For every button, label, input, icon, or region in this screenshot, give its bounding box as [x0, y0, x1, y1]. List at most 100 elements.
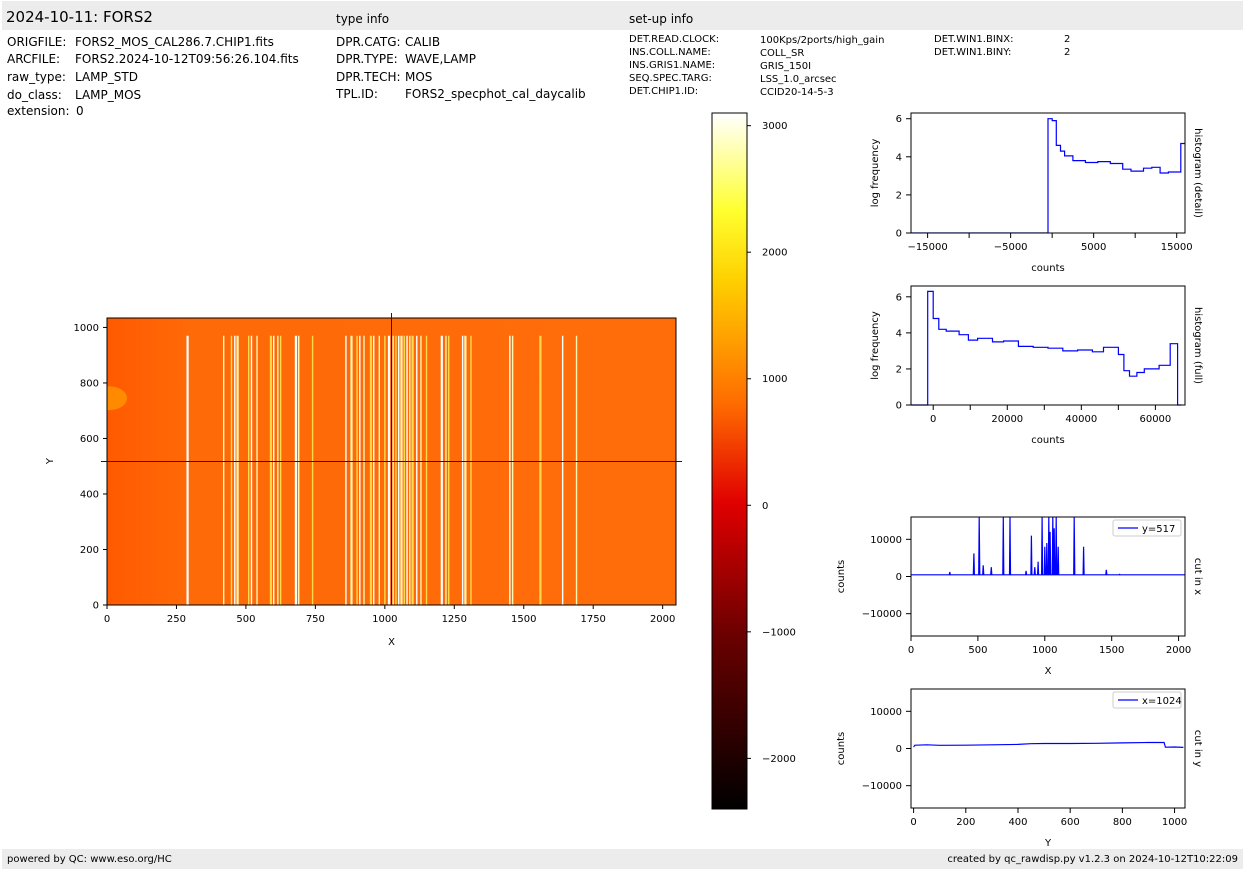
histogram-full-line: [911, 290, 1182, 406]
arc-line: [350, 335, 353, 605]
arc-line: [277, 335, 279, 605]
setup-info-value: COLL_SR: [760, 48, 805, 59]
cut-in-x-y-tick-label: 10000: [870, 535, 902, 546]
image-y-tick-label: 400: [80, 489, 99, 500]
histogram-detail-x-tick-label: −5000: [994, 242, 1028, 253]
arc-line: [445, 335, 447, 605]
footer-bar: [2, 849, 1243, 869]
histogram-detail-x-tick-label: −15000: [908, 242, 948, 253]
type-info-key: DPR.TECH:: [336, 70, 401, 84]
arc-line: [222, 335, 225, 605]
colorbar-tick-label: 2000: [762, 248, 787, 259]
arc-line: [311, 335, 314, 605]
image-glow: [107, 386, 127, 411]
arc-line: [440, 335, 443, 605]
arc-line: [398, 335, 400, 605]
arc-line: [575, 335, 578, 605]
cut-in-y-x-tick-label: 200: [956, 817, 975, 828]
arc-line: [425, 335, 428, 605]
image-y-tick-label: 200: [80, 545, 99, 556]
cut-in-y-x-tick-label: 800: [1113, 817, 1132, 828]
arc-line: [256, 335, 258, 605]
file-info-key: ARCFILE:: [7, 52, 61, 66]
cut-in-x-legend: [1112, 519, 1182, 537]
histogram-detail-y-tick-label: 2: [896, 190, 902, 201]
image-x-tick-label: 2000: [650, 614, 675, 625]
cut-in-x-y-tick-label: 0: [896, 572, 902, 583]
arc-line: [359, 335, 361, 605]
cut-in-x-x-tick-label: 1000: [1032, 645, 1057, 656]
arc-line: [561, 335, 564, 605]
cut-in-y-y-label: counts: [836, 732, 847, 765]
arc-line: [298, 335, 300, 605]
arc-line: [250, 335, 253, 605]
histogram-full-y-label: log frequency: [870, 311, 881, 380]
setup-info-value: GRIS_150I: [760, 61, 812, 72]
file-info-value: FORS2.2024-10-12T09:56:26.104.fits: [75, 52, 299, 66]
setup-info-title: set-up info: [629, 12, 694, 26]
type-info-key: DPR.TYPE:: [336, 52, 398, 66]
histogram-full-series: [911, 290, 1182, 406]
page-title: 2024-10-11: FORS2: [6, 8, 153, 26]
file-info-value: FORS2_MOS_CAL286.7.CHIP1.fits: [75, 35, 274, 49]
arc-line: [461, 335, 464, 605]
setup-info-key: DET.WIN1.BINY:: [934, 47, 1012, 58]
arc-line: [345, 335, 347, 605]
arc-line: [294, 335, 298, 605]
cut-in-y-legend-label: x=1024: [1142, 696, 1182, 707]
histogram-detail-series: [911, 118, 1185, 233]
arc-line: [236, 335, 239, 605]
arc-line: [387, 335, 391, 605]
arc-line: [420, 335, 422, 605]
cut-in-y-y-tick-label: 0: [896, 744, 902, 755]
histogram-full-x-tick-label: 60000: [1139, 414, 1171, 425]
histogram-detail-y-tick-label: 0: [896, 229, 902, 240]
header-bar: [2, 1, 1243, 30]
histogram-full-side-label: histogram (full): [1192, 307, 1203, 384]
arc-line: [230, 335, 233, 605]
histogram-full-frame: [910, 285, 1186, 406]
arc-line: [373, 335, 375, 605]
histogram-detail-y-tick-label: 6: [896, 114, 902, 125]
image-x-tick-label: 1500: [511, 614, 536, 625]
setup-info-key: INS.COLL.NAME:: [629, 47, 711, 58]
cut-in-y-y-tick-label: −10000: [862, 781, 902, 792]
histogram-full-x-tick-label: 0: [930, 414, 936, 425]
arc-line: [406, 335, 408, 605]
arc-line: [369, 335, 373, 605]
setup-info-value: 2: [1064, 34, 1071, 45]
histogram-full-x-tick-label: 40000: [1065, 414, 1097, 425]
arc-line: [448, 335, 450, 605]
histogram-full-x-tick-label: 20000: [991, 414, 1023, 425]
arc-line: [409, 335, 411, 605]
cut-in-y-x-tick-label: 1000: [1162, 817, 1187, 828]
arc-line: [186, 335, 189, 605]
cut-in-y-series: [913, 741, 1184, 748]
setup-info-key: DET.READ.CLOCK:: [629, 34, 720, 45]
cut-in-x-x-tick-label: 2000: [1166, 645, 1191, 656]
type-info-value: MOS: [405, 70, 433, 84]
cut-in-x-line: [911, 517, 1185, 576]
type-info-key: TPL.ID:: [336, 87, 378, 101]
image-y-tick-label: 800: [80, 378, 99, 389]
arc-line: [234, 335, 236, 605]
setup-info-value: 100Kps/2ports/high_gain: [760, 35, 885, 46]
image-y-tick-label: 1000: [74, 323, 99, 334]
arc-line: [464, 335, 467, 605]
type-info-key: DPR.CATG:: [336, 35, 401, 49]
arc-line: [395, 335, 397, 605]
cut-in-y-line: [913, 741, 1184, 748]
footer-right: created by qc_rawdisp.py v1.2.3 on 2024-…: [947, 854, 1238, 865]
type-info-value: WAVE,LAMP: [405, 52, 477, 66]
histogram-detail-x-tick-label: 15000: [1161, 242, 1193, 253]
cut-in-y-x-tick-label: 600: [1061, 817, 1080, 828]
colorbar-tick-label: −2000: [762, 754, 796, 765]
arc-line: [269, 335, 273, 605]
setup-info-key: SEQ.SPEC.TARG:: [629, 73, 712, 84]
cut-in-x-side-label: cut in x: [1192, 558, 1203, 595]
arc-line: [378, 335, 380, 605]
colorbar: [711, 112, 748, 810]
image-x-tick-label: 250: [167, 614, 186, 625]
arc-line: [411, 335, 414, 605]
